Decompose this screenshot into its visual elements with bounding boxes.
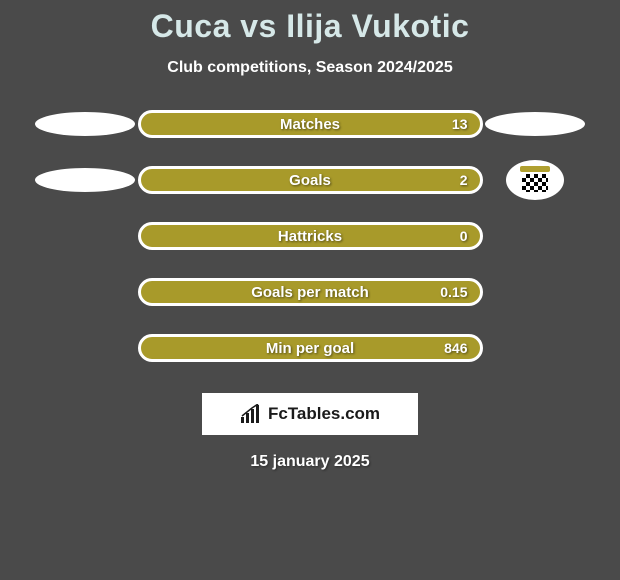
stat-value: 0 (460, 228, 468, 244)
left-logo-slot (33, 219, 138, 253)
stat-row: Goals 2 (0, 163, 620, 197)
brand-box[interactable]: FcTables.com (202, 393, 418, 435)
right-logo-slot (483, 107, 588, 141)
left-logo-slot (33, 331, 138, 365)
subtitle: Club competitions, Season 2024/2025 (0, 59, 620, 77)
stat-row: Matches 13 (0, 107, 620, 141)
stat-label: Hattricks (278, 228, 342, 245)
stat-bar: Goals per match 0.15 (138, 278, 483, 306)
stat-bar: Min per goal 846 (138, 334, 483, 362)
stat-row: Min per goal 846 (0, 331, 620, 365)
stat-label: Goals per match (251, 284, 369, 301)
date-label: 15 january 2025 (0, 453, 620, 471)
brand-text: FcTables.com (268, 404, 380, 424)
comparison-card: Cuca vs Ilija Vukotic Club competitions,… (0, 0, 620, 479)
right-logo-slot (483, 275, 588, 309)
right-logo-slot (483, 219, 588, 253)
stat-value: 0.15 (440, 284, 467, 300)
stat-row: Hattricks 0 (0, 219, 620, 253)
stat-value: 2 (460, 172, 468, 188)
right-logo-slot (483, 331, 588, 365)
stat-bar: Hattricks 0 (138, 222, 483, 250)
club-logo-left (35, 112, 135, 136)
right-logo-slot (483, 163, 588, 197)
brand-chart-icon (240, 404, 262, 424)
stat-label: Min per goal (266, 340, 354, 357)
page-title: Cuca vs Ilija Vukotic (0, 8, 620, 45)
club-logo-left (35, 168, 135, 192)
stat-bar: Goals 2 (138, 166, 483, 194)
club-badge-right (506, 160, 564, 200)
left-logo-slot (33, 107, 138, 141)
club-logo-right (485, 112, 585, 136)
stat-row: Goals per match 0.15 (0, 275, 620, 309)
stats-list: Matches 13 Goals 2 Hattricks 0 Goals per match… (0, 107, 620, 365)
stat-value: 13 (452, 116, 468, 132)
stat-value: 846 (444, 340, 467, 356)
stat-bar: Matches 13 (138, 110, 483, 138)
left-logo-slot (33, 163, 138, 197)
stat-label: Goals (289, 172, 331, 189)
stat-label: Matches (280, 116, 340, 133)
left-logo-slot (33, 275, 138, 309)
